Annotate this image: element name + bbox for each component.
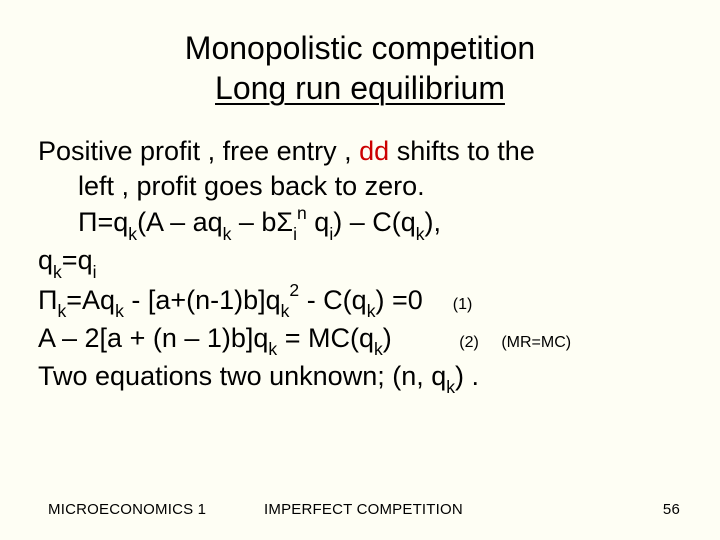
eq4-sk1: k <box>268 339 277 359</box>
intro-c: left , profit goes back to zero. <box>38 169 682 204</box>
eq3-sk1: k <box>58 301 67 321</box>
closing-a: Two equations two unknown; (n, q <box>38 361 446 391</box>
closing-sk: k <box>446 377 455 397</box>
eq4-annot: (MR=MC) <box>501 334 571 351</box>
eq1-sn: n <box>297 203 307 223</box>
eq1-d: q <box>307 207 330 237</box>
footer-left: MICROECONOMICS 1 <box>48 501 206 518</box>
intro-b: shifts to the <box>389 136 535 166</box>
eq3-note: (1) <box>453 296 473 313</box>
footer-right: 56 <box>663 501 680 518</box>
eq1-c: – bΣ <box>231 207 293 237</box>
eq4-c: ) <box>383 323 392 353</box>
eq1-sk3: k <box>416 224 425 244</box>
eq3-a: Π <box>38 285 58 315</box>
eq1-f: ), <box>425 207 442 237</box>
title-line2: Long run equilibrium <box>215 70 505 106</box>
eq4-note: (2) <box>459 334 479 351</box>
eq3-sk2: k <box>115 301 124 321</box>
eq1-sk1: k <box>128 224 137 244</box>
eq4-a: A – 2[a + (n – 1)b]q <box>38 323 268 353</box>
eq3-e: ) =0 <box>375 285 422 315</box>
eq3-b: =Aq <box>66 285 115 315</box>
closing: Two equations two unknown; (n, qk) . <box>38 359 682 397</box>
eq3-d: - C(q <box>299 285 367 315</box>
intro-block: Positive profit , free entry , dd shifts… <box>38 134 682 243</box>
eq1-a: Π=q <box>78 207 128 237</box>
eq1-sk2: k <box>223 224 232 244</box>
eq1-e: ) – C(q <box>333 207 416 237</box>
eq2-si: i <box>93 262 97 282</box>
slide: Monopolistic competition Long run equili… <box>0 0 720 540</box>
eq1-si2: i <box>329 224 333 244</box>
eq3-c: - [a+(n-1)b]q <box>124 285 281 315</box>
footer-center: IMPERFECT COMPETITION <box>264 501 463 518</box>
eq3-sk3: k <box>281 301 290 321</box>
slide-body: Positive profit , free entry , dd shifts… <box>38 134 682 397</box>
eq1-si: i <box>293 224 297 244</box>
dd-text: dd <box>359 136 389 166</box>
eq3-sk4: k <box>367 301 376 321</box>
eq3: Πk=Aqk - [a+(n-1)b]qk2 - C(qk) =0 (1) <box>38 282 682 321</box>
title-line1: Monopolistic competition <box>185 30 535 66</box>
intro-a: Positive profit , free entry , <box>38 136 359 166</box>
closing-b: ) . <box>455 361 479 391</box>
eq4-b: = MC(q <box>277 323 374 353</box>
slide-title: Monopolistic competition Long run equili… <box>38 28 682 108</box>
eq1-b: (A – aq <box>137 207 223 237</box>
eq2-sk: k <box>53 262 62 282</box>
eq3-s2: 2 <box>289 280 299 300</box>
eq4: A – 2[a + (n – 1)b]qk = MC(qk) (2) (MR=M… <box>38 321 682 359</box>
eq2-a: q <box>38 245 53 275</box>
eq4-sk2: k <box>374 339 383 359</box>
eq1: Π=qk(A – aqk – bΣin qi) – C(qk), <box>38 204 682 243</box>
eq2-b: =q <box>62 245 93 275</box>
eq2: qk=qi <box>38 243 682 281</box>
